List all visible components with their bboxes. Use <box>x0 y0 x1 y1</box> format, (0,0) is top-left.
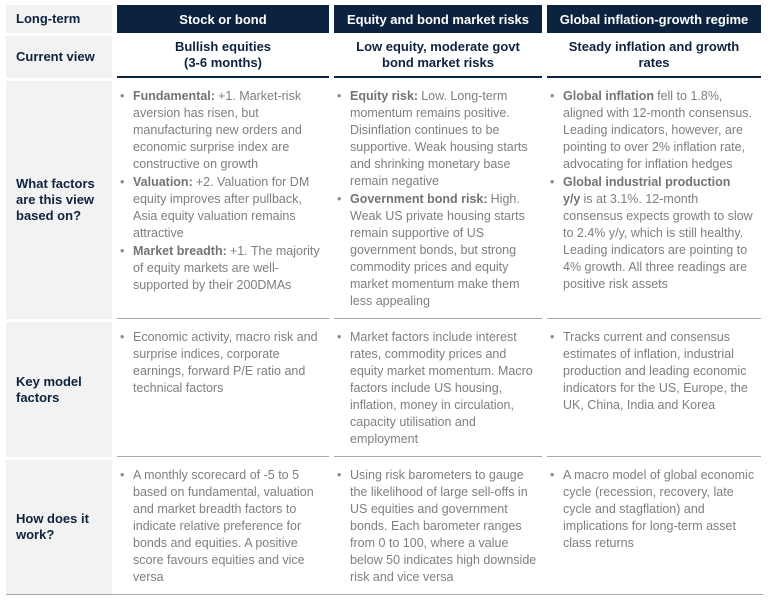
bullet-lead: Market breadth: <box>133 244 227 258</box>
header-text: Stock or bond <box>179 11 267 27</box>
bullet-text: +1. Market-risk aversion has risen, but … <box>133 89 302 171</box>
row-label-key-model-text: Key model factors <box>16 373 82 405</box>
key-model-cell-equity-bond-risks: Market factors include interest rates, c… <box>334 322 542 457</box>
current-view-line: (3-6 months) <box>184 55 262 70</box>
bullet-item: Economic activity, macro risk and surpri… <box>117 329 325 397</box>
header-cell-inflation-growth: Global inflation-growth regime <box>547 5 761 33</box>
header-cell-stock-or-bond: Stock or bond <box>117 5 329 33</box>
bullet-text: Market factors include interest rates, c… <box>350 330 533 446</box>
bullet-item: Market breadth:+1. The majority of equit… <box>117 243 325 294</box>
bullet-text: High. Weak US private housing starts rem… <box>350 192 525 308</box>
current-view-equity-bond-risks: Low equity, moderate govt bond market ri… <box>334 36 542 78</box>
bullet-text: Economic activity, macro risk and surpri… <box>133 330 318 395</box>
row-label-long-term: Long-term <box>6 5 112 33</box>
how-works-cell-stock-or-bond: A monthly scorecard of -5 to 5 based on … <box>117 460 329 594</box>
bullet-lead: Valuation: <box>133 175 193 189</box>
factors-cell-stock-or-bond: Fundamental:+1. Market-risk aversion has… <box>117 81 329 319</box>
current-view-stock-or-bond: Bullish equities (3-6 months) <box>117 36 329 78</box>
header-cell-equity-bond-risks: Equity and bond market risks <box>334 5 542 33</box>
bullet-item: Using risk barometers to gauge the likel… <box>334 467 538 586</box>
row-label-factors: What factors are this view based on? <box>6 81 112 319</box>
header-text: Equity and bond market risks <box>346 11 530 27</box>
bullet-text: Using risk barometers to gauge the likel… <box>350 468 537 584</box>
header-text: Global inflation-growth regime <box>559 11 749 27</box>
row-label-how-works-text: How does it work? <box>16 511 89 542</box>
bullet-lead: Global inflation <box>563 89 654 103</box>
bullet-item: Fundamental:+1. Market-risk aversion has… <box>117 88 325 173</box>
bullet-text: A macro model of global economic cycle (… <box>563 468 755 550</box>
bullet-text: fell to 1.8%, aligned with 12-month cons… <box>563 89 753 171</box>
bullet-item: Market factors include interest rates, c… <box>334 329 538 448</box>
row-label-current-view-text: Current view <box>16 49 95 64</box>
bullet-lead: Fundamental: <box>133 89 215 103</box>
row-label-key-model: Key model factors <box>6 322 112 457</box>
row-label-current-view: Current view <box>6 36 112 78</box>
bullet-item: Equity risk:Low. Long-term momentum rema… <box>334 88 538 190</box>
key-model-cell-stock-or-bond: Economic activity, macro risk and surpri… <box>117 322 329 457</box>
bullet-text: A monthly scorecard of -5 to 5 based on … <box>133 468 314 584</box>
row-label-how-works: How does it work? <box>6 460 112 594</box>
bullet-item: Global industrial production y/yis at 3.… <box>547 174 757 293</box>
strategy-comparison-table: Long-term Stock or bond Equity and bond … <box>6 5 763 595</box>
current-view-line: Low equity, moderate govt <box>356 39 520 54</box>
factors-cell-equity-bond-risks: Equity risk:Low. Long-term momentum rema… <box>334 81 542 319</box>
bullet-item: A macro model of global economic cycle (… <box>547 467 757 552</box>
current-view-line: Bullish equities <box>174 39 272 54</box>
how-works-cell-equity-bond-risks: Using risk barometers to gauge the likel… <box>334 460 542 594</box>
bullet-text: +1. The majority of equity markets are w… <box>133 244 320 292</box>
bullet-text: +2. Valuation for DM equity improves aft… <box>133 175 310 240</box>
bullet-lead: Global industrial production y/y <box>563 175 731 206</box>
bullet-text: is at 3.1%. 12-month consensus expects g… <box>563 192 753 291</box>
bullet-text: Low. Long-term momentum remains positive… <box>350 89 528 188</box>
bullet-text: Tracks current and consensus estimates o… <box>563 330 748 412</box>
bullet-item: Tracks current and consensus estimates o… <box>547 329 757 414</box>
bullet-item: A monthly scorecard of -5 to 5 based on … <box>117 467 325 586</box>
bullet-lead: Government bond risk: <box>350 192 488 206</box>
row-label-factors-text: What factors are this view based on? <box>16 176 95 223</box>
how-works-cell-inflation-growth: A macro model of global economic cycle (… <box>547 460 761 594</box>
current-view-line: rates <box>638 55 670 70</box>
bullet-item: Valuation:+2. Valuation for DM equity im… <box>117 174 325 242</box>
row-label-long-term-text: Long-term <box>16 11 81 26</box>
current-view-inflation-growth: Steady inflation and growth rates <box>547 36 761 78</box>
current-view-line: Steady inflation and growth <box>568 39 740 54</box>
bullet-lead: Equity risk: <box>350 89 419 103</box>
key-model-cell-inflation-growth: Tracks current and consensus estimates o… <box>547 322 761 457</box>
bullet-item: Government bond risk:High. Weak US priva… <box>334 191 538 310</box>
current-view-line: bond market risks <box>382 55 494 70</box>
